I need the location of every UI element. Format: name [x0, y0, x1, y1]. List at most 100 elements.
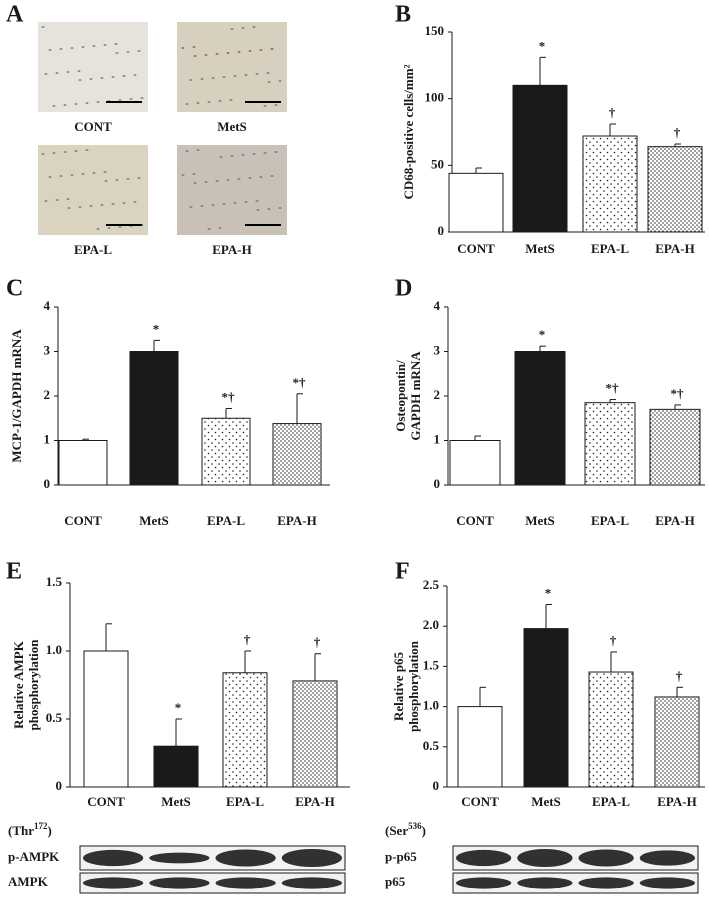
- cell-nucleus: [255, 73, 259, 75]
- micrograph: [177, 22, 287, 112]
- blot-band: [578, 877, 634, 889]
- cell-nucleus: [266, 72, 270, 74]
- error-bar: [244, 650, 251, 673]
- blot-band: [578, 849, 634, 867]
- cell-nucleus: [122, 75, 126, 77]
- cell-nucleus: [244, 74, 248, 76]
- x-tick-label: MetS: [531, 794, 561, 809]
- cell-nucleus: [222, 76, 226, 78]
- cell-nucleus: [274, 104, 278, 106]
- cell-nucleus: [192, 173, 196, 175]
- x-tick-label: CONT: [456, 513, 494, 528]
- y-tick-label: 4: [44, 298, 51, 313]
- x-tick-label: EPA-L: [226, 794, 264, 809]
- cell-nucleus: [259, 176, 263, 178]
- panel-letter: A: [6, 2, 24, 28]
- cell-nucleus: [48, 49, 52, 51]
- x-tick-label: EPA-H: [295, 794, 334, 809]
- y-tick-label: 150: [425, 23, 445, 38]
- cell-nucleus: [270, 48, 274, 50]
- cell-nucleus: [215, 180, 219, 182]
- y-tick-label: 2: [44, 387, 51, 402]
- cell-nucleus: [230, 28, 234, 30]
- cell-nucleus: [200, 205, 204, 207]
- cell-nucleus: [140, 97, 144, 99]
- bar: [449, 440, 501, 486]
- cell-nucleus: [89, 205, 93, 207]
- significance-mark: *†: [293, 375, 307, 390]
- y-tick-label: 0: [438, 223, 445, 238]
- error-bar: [296, 393, 303, 424]
- x-tick-label: EPA-L: [592, 794, 630, 809]
- cell-nucleus: [267, 81, 271, 83]
- site-open: (Thr: [8, 823, 34, 838]
- cell-nucleus: [237, 51, 241, 53]
- site-close: ): [422, 823, 426, 838]
- y-tick-label: 1: [44, 431, 51, 446]
- cell-nucleus: [92, 45, 96, 47]
- cell-nucleus: [133, 201, 137, 203]
- cell-nucleus: [100, 204, 104, 206]
- cell-nucleus: [67, 207, 71, 209]
- y-tick-label: 2: [434, 387, 441, 402]
- y-tick-label: 3: [44, 342, 51, 357]
- cell-nucleus: [103, 171, 107, 173]
- cell-nucleus: [78, 206, 82, 208]
- blot-band: [83, 849, 144, 867]
- error-bar: [610, 651, 617, 673]
- cell-nucleus: [226, 179, 230, 181]
- cell-nucleus: [204, 181, 208, 183]
- cell-nucleus: [66, 198, 70, 200]
- error-bar: [225, 407, 232, 419]
- y-axis-label: phosphorylation: [406, 640, 421, 732]
- micrograph-label: MetS: [217, 119, 247, 134]
- cell-nucleus: [81, 46, 85, 48]
- panel-letter: B: [395, 2, 411, 28]
- cell-nucleus: [237, 178, 241, 180]
- error-bar: [479, 686, 486, 707]
- cell-nucleus: [85, 149, 89, 151]
- x-tick-label: MetS: [139, 513, 169, 528]
- significance-mark: *: [545, 585, 552, 600]
- cell-nucleus: [218, 100, 222, 102]
- panel-letter: F: [395, 559, 410, 585]
- bar: [272, 423, 322, 486]
- blot-row-label: p-AMPK: [8, 849, 60, 864]
- cell-nucleus: [104, 180, 108, 182]
- cell-nucleus: [70, 174, 74, 176]
- blot-band: [215, 877, 276, 889]
- cell-nucleus: [189, 79, 193, 81]
- cell-nucleus: [111, 203, 115, 205]
- y-tick-label: 1.5: [423, 657, 440, 672]
- cell-nucleus: [233, 75, 237, 77]
- micrograph: [177, 145, 287, 235]
- cell-nucleus: [274, 151, 278, 153]
- cell-nucleus: [59, 175, 63, 177]
- y-tick-label: 0.5: [46, 710, 63, 725]
- cell-nucleus: [226, 52, 230, 54]
- y-tick-label: 0: [56, 778, 63, 793]
- cell-nucleus: [189, 206, 193, 208]
- significance-mark: †: [609, 105, 616, 120]
- cell-nucleus: [248, 50, 252, 52]
- site-close: ): [48, 823, 52, 838]
- cell-nucleus: [259, 49, 263, 51]
- blot-band: [456, 849, 512, 867]
- y-tick-label: 50: [431, 156, 444, 171]
- bar: [129, 351, 179, 486]
- y-tick-label: 1.0: [423, 698, 439, 713]
- cell-nucleus: [263, 152, 267, 154]
- cell-nucleus: [115, 179, 119, 181]
- x-tick-label: CONT: [87, 794, 125, 809]
- cell-nucleus: [222, 203, 226, 205]
- blot-band: [517, 877, 573, 889]
- cell-nucleus: [92, 172, 96, 174]
- bar: [647, 146, 703, 233]
- cell-nucleus: [255, 200, 259, 202]
- cell-nucleus: [241, 154, 245, 156]
- y-tick-label: 0: [44, 476, 51, 491]
- cell-nucleus: [230, 155, 234, 157]
- y-tick-label: 4: [434, 298, 441, 313]
- x-tick-label: EPA-L: [591, 513, 629, 528]
